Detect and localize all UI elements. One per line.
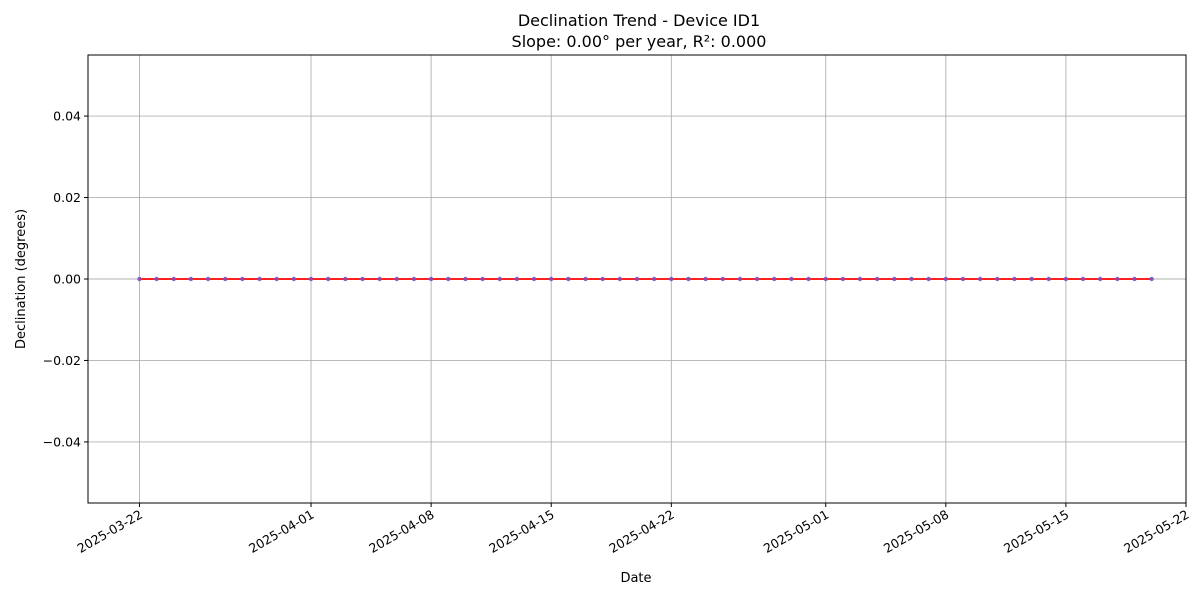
data-point: [343, 276, 348, 282]
data-point: [411, 276, 417, 282]
data-point: [274, 276, 279, 282]
y-tick-label: −0.04: [43, 434, 81, 449]
data-point: [909, 276, 914, 282]
data-point: [703, 276, 708, 282]
data-point: [1149, 276, 1154, 282]
ticks-layer: 2025-03-22 2025-04-01 2025-04-08 2025-04-15…: [43, 109, 1192, 556]
data-point: [428, 276, 434, 282]
data-point: [737, 276, 743, 282]
data-point: [720, 276, 725, 282]
data-point: [789, 276, 794, 282]
data-point: [1115, 276, 1120, 282]
data-point: [394, 276, 400, 282]
y-tick-label: 0.04: [53, 109, 81, 124]
data-point: [1063, 276, 1069, 282]
y-tick-label: −0.02: [43, 353, 81, 368]
data-point: [188, 276, 194, 282]
data-point: [617, 276, 623, 282]
x-tick-label: 2025-04-22: [606, 507, 676, 556]
data-point: [377, 276, 382, 282]
x-tick-label: 2025-05-08: [881, 507, 951, 556]
x-tick-label: 2025-04-15: [486, 507, 556, 556]
data-point: [531, 276, 537, 282]
data-point: [772, 276, 777, 282]
data-point: [651, 276, 657, 282]
data-point: [995, 276, 1000, 282]
data-point: [291, 276, 297, 282]
data-point: [446, 276, 451, 282]
data-point: [1029, 276, 1034, 282]
data-point: [926, 276, 931, 282]
data-point: [754, 276, 760, 282]
data-point: [857, 276, 863, 282]
data-point: [943, 276, 949, 282]
x-axis-label: Date: [620, 571, 651, 586]
data-point: [960, 276, 966, 282]
data-point: [325, 276, 331, 282]
x-tick-label: 2025-05-15: [1001, 507, 1071, 556]
data-point: [205, 276, 211, 282]
data-point: [823, 276, 828, 282]
data-point: [634, 276, 640, 282]
data-point: [223, 276, 228, 282]
data-point: [1132, 276, 1137, 282]
data-point: [463, 276, 468, 282]
data-point: [874, 276, 880, 282]
data-point: [480, 276, 485, 282]
data-point: [514, 276, 520, 282]
data-point: [583, 276, 588, 282]
x-tick-label: 2025-05-22: [1121, 507, 1191, 556]
data-point: [1098, 276, 1103, 282]
chart-title: Declination Trend - Device ID1: [518, 11, 760, 30]
data-point: [308, 276, 314, 282]
chart-subtitle: Slope: 0.00° per year, R²: 0.000: [512, 32, 767, 51]
data-point: [257, 276, 262, 282]
data-point: [566, 276, 571, 282]
data-point: [137, 276, 142, 282]
data-point: [840, 276, 846, 282]
data-point: [1046, 276, 1051, 282]
y-axis-label: Declination (degrees): [14, 209, 29, 349]
y-tick-label: 0.02: [53, 190, 81, 205]
data-point: [171, 276, 176, 282]
x-tick-label: 2025-04-01: [246, 507, 316, 556]
y-tick-label: 0.00: [53, 272, 81, 287]
data-point: [549, 276, 554, 282]
x-tick-label: 2025-05-01: [761, 507, 831, 556]
data-point: [806, 276, 811, 282]
data-point: [360, 276, 365, 282]
data-point: [686, 276, 691, 282]
x-tick-label: 2025-03-22: [75, 507, 145, 556]
data-point: [240, 276, 245, 282]
data-point: [1080, 276, 1086, 282]
data-point: [600, 276, 605, 282]
data-point: [497, 276, 502, 282]
data-point: [1012, 276, 1017, 282]
points-layer: [137, 276, 1154, 282]
x-tick-label: 2025-04-08: [366, 507, 436, 556]
data-point: [154, 276, 159, 282]
data-point: [669, 276, 674, 282]
data-point: [892, 276, 897, 282]
data-point: [977, 276, 983, 282]
